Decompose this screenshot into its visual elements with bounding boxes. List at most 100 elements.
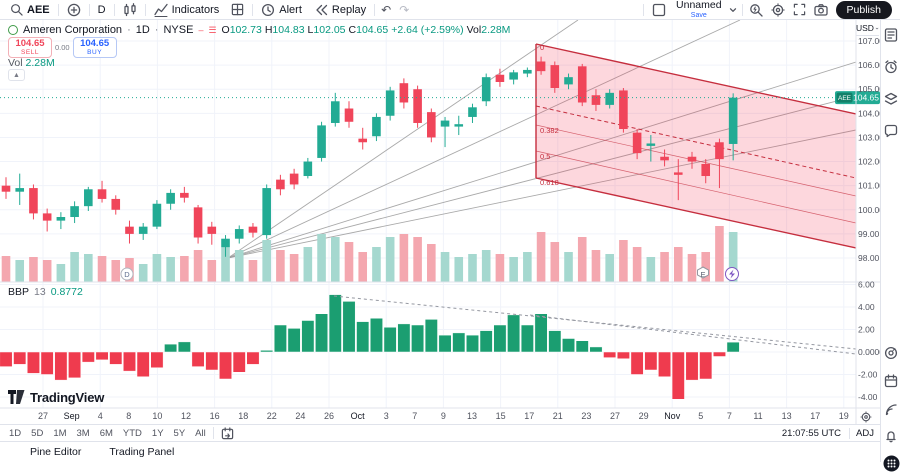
- chart-type-button[interactable]: [117, 1, 143, 19]
- time-tick[interactable]: 24: [295, 411, 305, 421]
- time-tick[interactable]: 23: [581, 411, 591, 421]
- time-tick[interactable]: Nov: [664, 411, 681, 421]
- time-tick[interactable]: 7: [412, 411, 417, 421]
- layout-menu-button[interactable]: [726, 1, 740, 19]
- bbp-tick[interactable]: 4.00: [858, 302, 875, 312]
- bbp-tick[interactable]: -2.00: [858, 370, 878, 380]
- trend-fan-line[interactable]: [227, 61, 856, 259]
- symbol-search-button[interactable]: AEE: [4, 1, 56, 19]
- replay-button[interactable]: Replay: [308, 1, 372, 19]
- time-tick[interactable]: 12: [181, 411, 191, 421]
- layout-name[interactable]: Unnamed Save: [672, 0, 726, 19]
- currency-dropdown[interactable]: USD: [856, 21, 879, 36]
- calendar-button[interactable]: [882, 372, 900, 390]
- indicators-button[interactable]: Indicators: [148, 1, 226, 19]
- price-tick[interactable]: 104.00: [858, 108, 880, 118]
- screenshot-button[interactable]: [810, 1, 832, 19]
- publish-button[interactable]: Publish: [835, 0, 892, 19]
- bbp-tick[interactable]: 2.00: [858, 325, 875, 335]
- ideas-stream-button[interactable]: [882, 400, 900, 418]
- notifications-button[interactable]: [882, 427, 900, 445]
- time-tick[interactable]: 16: [210, 411, 220, 421]
- time-tick[interactable]: 7: [727, 411, 732, 421]
- sell-button[interactable]: 104.65 SELL: [8, 37, 52, 58]
- trend-fan-line[interactable]: [227, 20, 579, 259]
- fib-channel-fill[interactable]: [536, 44, 856, 248]
- time-tick[interactable]: 27: [610, 411, 620, 421]
- indicator-templates-button[interactable]: [225, 1, 250, 19]
- time-tick[interactable]: 9: [441, 411, 446, 421]
- price-tick[interactable]: 98.00: [858, 253, 880, 263]
- time-tick[interactable]: 17: [524, 411, 534, 421]
- alerts-panel-button[interactable]: [882, 58, 900, 76]
- price-tick[interactable]: 100.00: [858, 205, 880, 215]
- time-tick[interactable]: 19: [839, 411, 849, 421]
- bbp-legend[interactable]: BBP 13 0.8772: [8, 286, 83, 298]
- range-1y[interactable]: 1Y: [151, 427, 164, 439]
- price-tick[interactable]: 105.00: [858, 84, 880, 94]
- range-3m[interactable]: 3M: [76, 427, 90, 439]
- time-tick[interactable]: 3: [384, 411, 389, 421]
- tab-pine-editor[interactable]: Pine Editor: [30, 446, 82, 458]
- redo-button[interactable]: ↷: [399, 2, 410, 17]
- collapse-legend-button[interactable]: ▲: [8, 69, 25, 81]
- layout-button[interactable]: [646, 1, 672, 19]
- bbp-tick[interactable]: 6.00: [858, 280, 875, 290]
- fib-channel-midline[interactable]: [535, 105, 856, 179]
- time-tick[interactable]: 18: [238, 411, 248, 421]
- tab-trading-panel[interactable]: Trading Panel: [109, 446, 175, 458]
- range-6m[interactable]: 6M: [99, 427, 113, 439]
- time-tick[interactable]: 22: [267, 411, 277, 421]
- legend-menu-icon[interactable]: ☰: [208, 24, 217, 35]
- time-tick[interactable]: 4: [98, 411, 103, 421]
- tradingview-brand[interactable]: TradingView: [8, 390, 104, 405]
- range-all[interactable]: All: [195, 427, 206, 439]
- hide-indicator-icon[interactable]: –: [198, 24, 204, 35]
- fullscreen-button[interactable]: [789, 1, 810, 19]
- time-tick[interactable]: 15: [496, 411, 506, 421]
- range-5d[interactable]: 5D: [31, 427, 44, 439]
- legend-title[interactable]: Ameren Corporation: [23, 24, 123, 36]
- chart-legend[interactable]: Ameren Corporation · 1D · NYSE – ☰ O102.…: [8, 24, 510, 36]
- watchlist-button[interactable]: [882, 26, 900, 44]
- time-tick[interactable]: 29: [639, 411, 649, 421]
- time-tick[interactable]: 10: [152, 411, 162, 421]
- price-tick[interactable]: 99.00: [858, 229, 880, 239]
- bbp-tick[interactable]: 0.0000: [858, 347, 880, 357]
- time-tick[interactable]: 21: [553, 411, 563, 421]
- apps-menu-button[interactable]: [882, 454, 900, 472]
- time-tick[interactable]: 13: [782, 411, 792, 421]
- trend-fan-line[interactable]: [227, 95, 856, 259]
- chart-canvas[interactable]: 00.3820.50.618AEE104.65107.00106.00105.0…: [0, 20, 880, 424]
- range-1d[interactable]: 1D: [9, 427, 22, 439]
- legend-interval[interactable]: 1D: [135, 24, 150, 36]
- time-tick[interactable]: 8: [126, 411, 131, 421]
- range-ytd[interactable]: YTD: [122, 427, 142, 439]
- buy-button[interactable]: 104.65 BUY: [72, 37, 117, 58]
- interval-button[interactable]: D: [92, 1, 112, 19]
- time-tick[interactable]: Sep: [64, 411, 80, 421]
- help-button[interactable]: [882, 344, 900, 362]
- bbp-trendline[interactable]: [529, 314, 857, 355]
- save-link[interactable]: Save: [690, 11, 707, 19]
- range-5y[interactable]: 5Y: [173, 427, 186, 439]
- clock-utc[interactable]: 21:07:55 UTC: [781, 427, 842, 439]
- price-tick[interactable]: 107.00: [858, 36, 880, 46]
- fib-channel-top[interactable]: [535, 43, 856, 115]
- timescale-settings-button[interactable]: [860, 411, 872, 426]
- time-tick[interactable]: 27: [38, 411, 48, 421]
- goto-date-button[interactable]: [216, 424, 239, 442]
- earnings-marker[interactable]: [697, 266, 709, 279]
- trend-fan-line[interactable]: [227, 129, 856, 259]
- time-tick[interactable]: 5: [698, 411, 703, 421]
- time-tick[interactable]: 13: [467, 411, 477, 421]
- price-tick[interactable]: 101.00: [858, 181, 880, 191]
- time-tick[interactable]: 17: [810, 411, 820, 421]
- time-tick[interactable]: 26: [324, 411, 334, 421]
- adj-toggle[interactable]: ADJ: [849, 427, 880, 439]
- price-tick[interactable]: 102.00: [858, 157, 880, 167]
- time-tick[interactable]: Oct: [351, 411, 366, 421]
- quick-search-button[interactable]: [745, 1, 767, 19]
- trend-fan-line[interactable]: [227, 20, 741, 259]
- settings-button[interactable]: [767, 1, 789, 19]
